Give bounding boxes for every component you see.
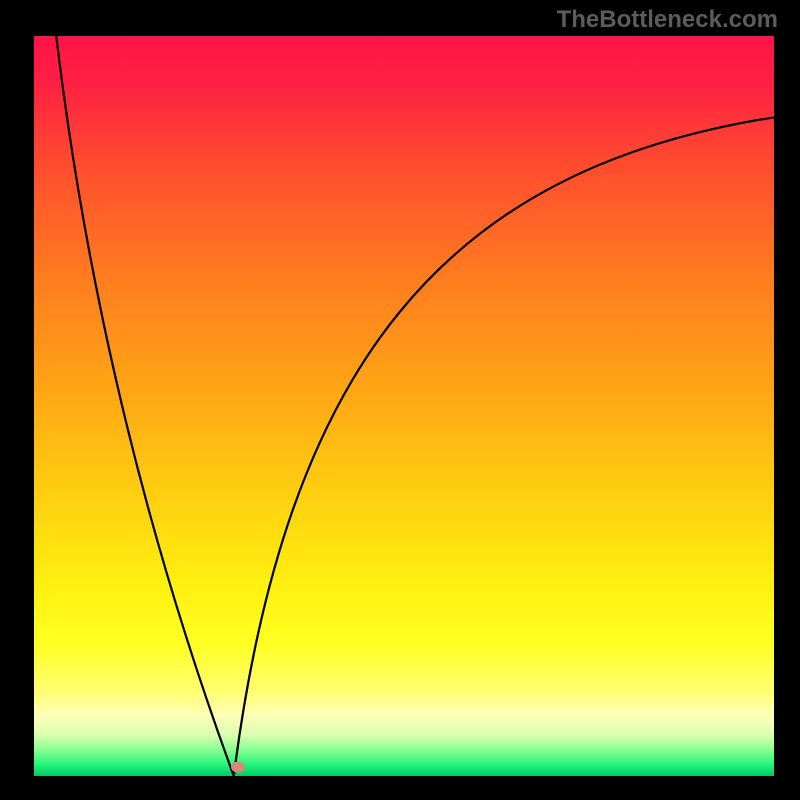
outer-frame: TheBottleneck.com xyxy=(0,0,800,800)
plot-area xyxy=(34,36,774,776)
attribution-label: TheBottleneck.com xyxy=(557,6,778,34)
bottleneck-curve xyxy=(56,36,774,776)
optimum-marker xyxy=(231,762,245,773)
curve-svg xyxy=(34,36,774,776)
